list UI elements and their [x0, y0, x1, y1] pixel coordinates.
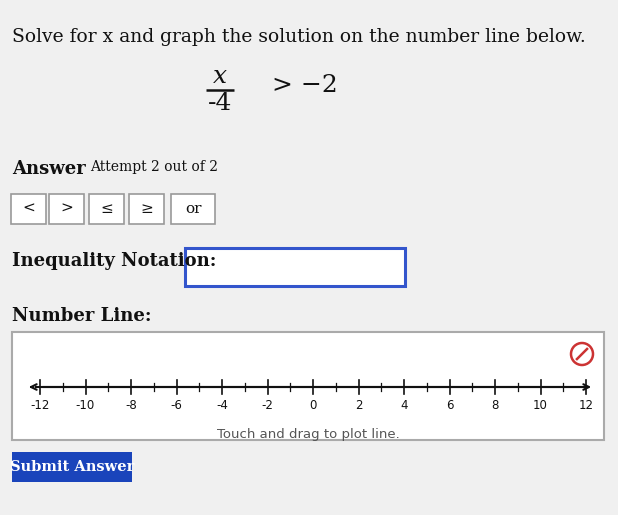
Text: -12: -12 — [30, 399, 49, 412]
Text: 0: 0 — [310, 399, 316, 412]
Text: Attempt 2 out of 2: Attempt 2 out of 2 — [90, 160, 218, 174]
FancyBboxPatch shape — [12, 332, 604, 440]
Text: -10: -10 — [76, 399, 95, 412]
Text: 10: 10 — [533, 399, 548, 412]
FancyBboxPatch shape — [171, 194, 215, 224]
Text: Submit Answer: Submit Answer — [10, 460, 134, 474]
Text: >: > — [60, 202, 73, 216]
Text: -6: -6 — [171, 399, 182, 412]
Text: Number Line:: Number Line: — [12, 307, 151, 325]
FancyBboxPatch shape — [89, 194, 124, 224]
Text: Inequality Notation:: Inequality Notation: — [12, 252, 216, 270]
Text: 2: 2 — [355, 399, 362, 412]
Text: 8: 8 — [491, 399, 499, 412]
Text: x: x — [213, 65, 227, 88]
Text: or: or — [185, 202, 201, 216]
Text: Answer: Answer — [12, 160, 86, 178]
Text: 12: 12 — [578, 399, 593, 412]
Text: 6: 6 — [446, 399, 453, 412]
Text: Solve for x and graph the solution on the number line below.: Solve for x and graph the solution on th… — [12, 28, 586, 46]
Text: 4: 4 — [400, 399, 408, 412]
FancyBboxPatch shape — [12, 452, 132, 482]
Text: ≤: ≤ — [100, 202, 113, 216]
FancyBboxPatch shape — [49, 194, 84, 224]
FancyBboxPatch shape — [185, 248, 405, 286]
Text: -8: -8 — [125, 399, 137, 412]
FancyBboxPatch shape — [129, 194, 164, 224]
Text: <: < — [22, 202, 35, 216]
Text: > −2: > −2 — [272, 74, 338, 96]
Text: -4: -4 — [216, 399, 228, 412]
Text: -2: -2 — [261, 399, 273, 412]
Text: ≥: ≥ — [140, 202, 153, 216]
Text: Touch and drag to plot line.: Touch and drag to plot line. — [217, 428, 399, 441]
FancyBboxPatch shape — [11, 194, 46, 224]
Text: -4: -4 — [208, 92, 232, 115]
